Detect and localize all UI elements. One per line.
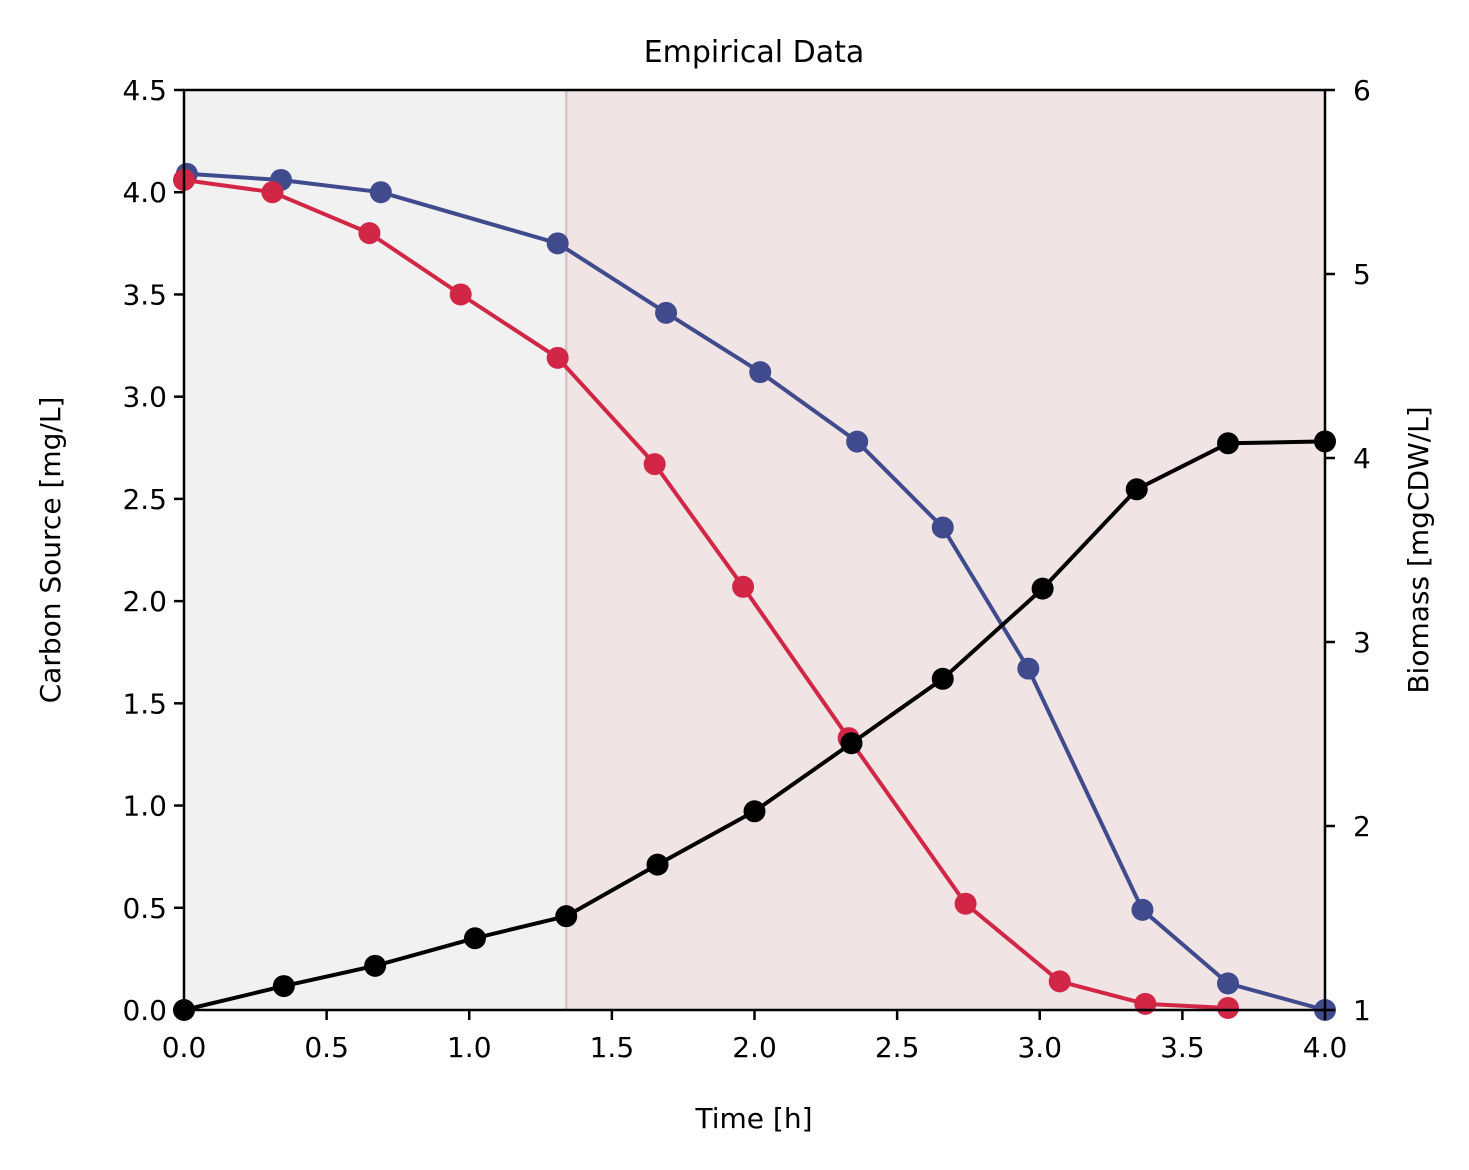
- series-0-point-10: [1217, 972, 1240, 995]
- series-1-point-4: [546, 346, 569, 369]
- series-0-point-9: [1131, 898, 1154, 921]
- series-layer: [173, 162, 1336, 1021]
- series-0: [175, 162, 1336, 1021]
- series-line-1: [183, 178, 1229, 1010]
- y-tick-label: 1.0: [122, 790, 167, 823]
- y-axis-label: Carbon Source [mg/L]: [34, 397, 67, 704]
- x-axis-label: Time [h]: [694, 1102, 812, 1135]
- y-tick-label: 0.5: [122, 892, 167, 925]
- series-1-point-11: [1217, 996, 1240, 1019]
- series-2-point-5: [646, 853, 669, 876]
- series-2-point-3: [463, 927, 486, 950]
- x-tick-label: 0.5: [304, 1031, 349, 1064]
- series-1-point-6: [732, 575, 755, 598]
- y2-tick-label: 5: [1353, 258, 1371, 291]
- series-0-point-2: [369, 181, 392, 204]
- shaded-regions: [184, 90, 1325, 1010]
- y-tick-label: 1.5: [122, 687, 167, 720]
- series-1-point-8: [954, 892, 977, 915]
- x-tick-label: 1.0: [447, 1031, 492, 1064]
- y-tick-label: 2.0: [122, 585, 167, 618]
- shaded-region-0: [184, 90, 567, 1010]
- y2-tick-label: 6: [1353, 74, 1371, 107]
- y-tick-label: 3.5: [122, 278, 167, 311]
- series-1-point-10: [1134, 992, 1157, 1015]
- x-tick-label: 4.0: [1303, 1031, 1348, 1064]
- series-line-0: [186, 171, 1326, 1012]
- series-1-point-5: [643, 453, 666, 476]
- y2-tick-label: 1: [1353, 994, 1371, 1027]
- y2-axis-label: Biomass [mgCDW/L]: [1402, 406, 1435, 693]
- y-tick-label: 2.5: [122, 483, 167, 516]
- y-tick-label: 0.0: [122, 994, 167, 1027]
- x-tick-label: 2.0: [732, 1031, 777, 1064]
- series-2-point-4: [555, 905, 578, 928]
- series-1-point-1: [261, 181, 284, 204]
- y2-tick-label: 2: [1353, 810, 1371, 843]
- series-0-point-8: [1017, 657, 1040, 680]
- y2-tick-label: 3: [1353, 626, 1371, 659]
- series-2-point-1: [272, 975, 295, 998]
- series-2-point-8: [931, 667, 954, 690]
- series-1-point-9: [1048, 970, 1071, 993]
- ticks: 0.0 0.5 1.0 1.5 2.0 2.5 3.0 3.5 4.0 0.0 0.5 1.0 1.5 2…: [122, 74, 1370, 1064]
- series-2-point-2: [364, 954, 387, 977]
- x-tick-label: 3.0: [1017, 1031, 1062, 1064]
- x-tick-label: 3.5: [1160, 1031, 1205, 1064]
- shaded-region-1: [566, 90, 1325, 1010]
- series-2-point-6: [743, 800, 766, 823]
- series-0-point-7: [931, 516, 954, 539]
- series-2-point-11: [1217, 432, 1240, 455]
- x-tick-label: 0.0: [162, 1031, 207, 1064]
- series-1-point-2: [358, 222, 381, 245]
- series-2-point-9: [1031, 577, 1054, 600]
- series-2-point-7: [840, 732, 863, 755]
- x-tick-label: 1.5: [590, 1031, 635, 1064]
- series-0-point-6: [846, 430, 869, 453]
- y-tick-label: 3.0: [122, 381, 167, 414]
- y-tick-label: 4.0: [122, 176, 167, 209]
- series-0-point-3: [546, 232, 569, 255]
- series-1-point-3: [449, 283, 472, 306]
- chart-title: Empirical Data: [644, 35, 865, 70]
- y2-tick-label: 4: [1353, 442, 1371, 475]
- series-2-point-10: [1125, 478, 1148, 501]
- x-tick-label: 2.5: [875, 1031, 920, 1064]
- series-0-point-4: [655, 301, 678, 324]
- y-tick-label: 4.5: [122, 74, 167, 107]
- series-0-point-5: [749, 361, 772, 384]
